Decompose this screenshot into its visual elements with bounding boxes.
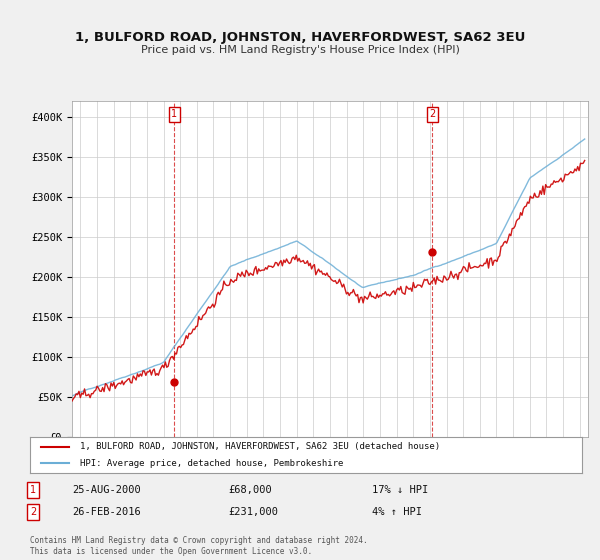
Text: £231,000: £231,000: [228, 507, 278, 517]
Text: 17% ↓ HPI: 17% ↓ HPI: [372, 485, 428, 495]
Text: 1, BULFORD ROAD, JOHNSTON, HAVERFORDWEST, SA62 3EU (detached house): 1, BULFORD ROAD, JOHNSTON, HAVERFORDWEST…: [80, 442, 440, 451]
Text: £68,000: £68,000: [228, 485, 272, 495]
Text: 25-AUG-2000: 25-AUG-2000: [72, 485, 141, 495]
Text: Contains HM Land Registry data © Crown copyright and database right 2024.
This d: Contains HM Land Registry data © Crown c…: [30, 536, 368, 556]
Text: 1, BULFORD ROAD, JOHNSTON, HAVERFORDWEST, SA62 3EU: 1, BULFORD ROAD, JOHNSTON, HAVERFORDWEST…: [75, 31, 525, 44]
Text: 1: 1: [172, 109, 178, 119]
Text: 2: 2: [429, 109, 436, 119]
Text: Price paid vs. HM Land Registry's House Price Index (HPI): Price paid vs. HM Land Registry's House …: [140, 45, 460, 55]
Text: 26-FEB-2016: 26-FEB-2016: [72, 507, 141, 517]
Text: 2: 2: [30, 507, 36, 517]
Text: 1: 1: [30, 485, 36, 495]
Text: HPI: Average price, detached house, Pembrokeshire: HPI: Average price, detached house, Pemb…: [80, 459, 343, 468]
Text: 4% ↑ HPI: 4% ↑ HPI: [372, 507, 422, 517]
